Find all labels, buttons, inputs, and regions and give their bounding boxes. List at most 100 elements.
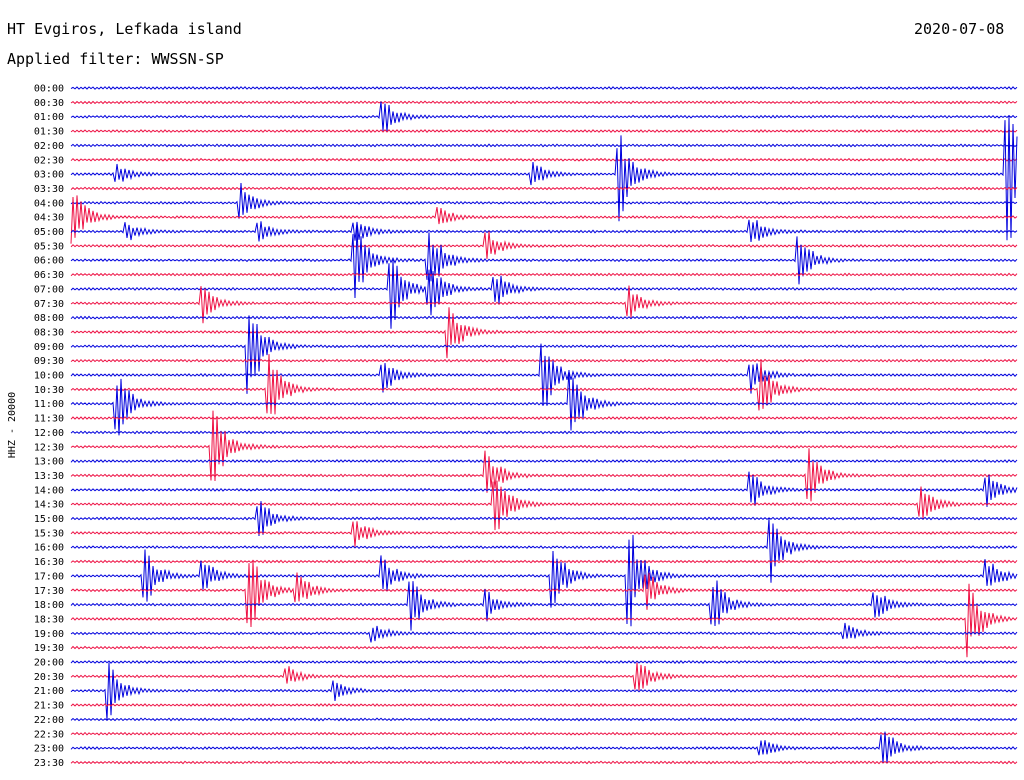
trace-line (70, 101, 1018, 132)
time-label: 23:30 (34, 758, 64, 769)
trace-line (70, 143, 1018, 148)
time-label: 07:00 (34, 284, 64, 295)
trace-line (70, 645, 1018, 650)
trace-line (70, 416, 1018, 420)
trace-line (70, 315, 1018, 394)
trace-line (70, 157, 1018, 162)
trace-line (70, 660, 1018, 664)
time-label: 05:00 (34, 227, 64, 238)
trace-line (70, 717, 1018, 722)
trace-line (70, 186, 1018, 191)
time-label: 00:30 (34, 98, 64, 109)
time-label: 03:00 (34, 170, 64, 181)
trace-line (70, 559, 1018, 564)
trace-line (70, 580, 1018, 631)
trace-line (70, 219, 1018, 243)
trace-line (70, 731, 1018, 764)
time-label: 15:00 (34, 514, 64, 525)
trace-line (70, 285, 1018, 324)
time-label: 02:00 (34, 141, 64, 152)
trace-line (70, 662, 1018, 691)
time-label: 22:30 (34, 729, 64, 740)
trace-line (70, 343, 1018, 407)
filter-line: Applied filter: WWSSN-SP (7, 50, 224, 68)
time-label: 11:30 (34, 414, 64, 425)
trace-line (70, 448, 1018, 502)
time-label: 15:30 (34, 528, 64, 539)
trace-line (70, 369, 1018, 436)
time-label: 10:30 (34, 385, 64, 396)
trace-line (70, 583, 1018, 658)
time-label: 20:30 (34, 672, 64, 683)
time-label: 18:30 (34, 614, 64, 625)
time-label: 17:00 (34, 571, 64, 582)
trace-line (70, 471, 1018, 507)
trace-line (70, 501, 1018, 537)
trace-line (70, 521, 1018, 547)
time-label: 12:30 (34, 442, 64, 453)
trace-line (70, 86, 1018, 90)
time-label: 13:00 (34, 457, 64, 468)
station-title: HT Evgiros, Lefkada island (7, 20, 242, 38)
trace-line (70, 731, 1018, 736)
time-label: 14:30 (34, 500, 64, 511)
traces (70, 86, 1018, 765)
filter-label: Applied filter: (7, 50, 143, 68)
trace-line (70, 195, 1018, 244)
trace-line (70, 231, 1018, 259)
trace-line (70, 622, 1018, 643)
time-label: 19:30 (34, 643, 64, 654)
time-label: 21:30 (34, 701, 64, 712)
trace-line (70, 410, 1018, 482)
trace-line (70, 459, 1018, 464)
trace-line (70, 307, 1018, 359)
trace-line (70, 358, 1018, 363)
trace-line (70, 480, 1018, 531)
time-label: 11:00 (34, 399, 64, 410)
time-label: 06:30 (34, 270, 64, 281)
time-label: 04:30 (34, 213, 64, 224)
time-label: 23:00 (34, 744, 64, 755)
time-label: 01:30 (34, 127, 64, 138)
time-label: 20:00 (34, 658, 64, 669)
trace-line (70, 534, 1018, 627)
time-label: 02:30 (34, 155, 64, 166)
trace-line (70, 129, 1018, 133)
time-label: 01:00 (34, 112, 64, 123)
trace-line (70, 315, 1018, 320)
time-label: 07:30 (34, 299, 64, 310)
trace-line (70, 662, 1018, 721)
time-label: 13:30 (34, 471, 64, 482)
time-label: 09:00 (34, 342, 64, 353)
time-label: 09:30 (34, 356, 64, 367)
time-label: 10:00 (34, 371, 64, 382)
trace-line (70, 259, 1018, 329)
trace-line (70, 100, 1018, 105)
time-labels: 00:00 00:30 01:00 01:30 02:00 02:30 03:00 03:30… (34, 84, 64, 769)
trace-line (70, 559, 1018, 628)
time-label: 00:00 (34, 84, 64, 95)
trace-line (70, 115, 1018, 241)
trace-line (70, 703, 1018, 707)
trace-line (70, 430, 1018, 435)
time-label: 16:00 (34, 543, 64, 554)
time-label: 12:00 (34, 428, 64, 439)
trace-line (70, 272, 1018, 277)
time-label: 03:30 (34, 184, 64, 195)
time-label: 06:00 (34, 256, 64, 267)
time-label: 22:00 (34, 715, 64, 726)
trace-line (70, 760, 1018, 765)
time-label: 14:00 (34, 485, 64, 496)
time-label: 18:00 (34, 600, 64, 611)
trace-line (70, 354, 1018, 415)
time-label: 17:30 (34, 586, 64, 597)
time-label: 08:30 (34, 327, 64, 338)
time-label: 16:30 (34, 557, 64, 568)
trace-line (70, 182, 1018, 219)
time-label: 08:00 (34, 313, 64, 324)
time-label: 04:00 (34, 198, 64, 209)
record-date: 2020-07-08 (914, 20, 1005, 38)
trace-line (70, 225, 1018, 299)
time-label: 21:00 (34, 686, 64, 697)
